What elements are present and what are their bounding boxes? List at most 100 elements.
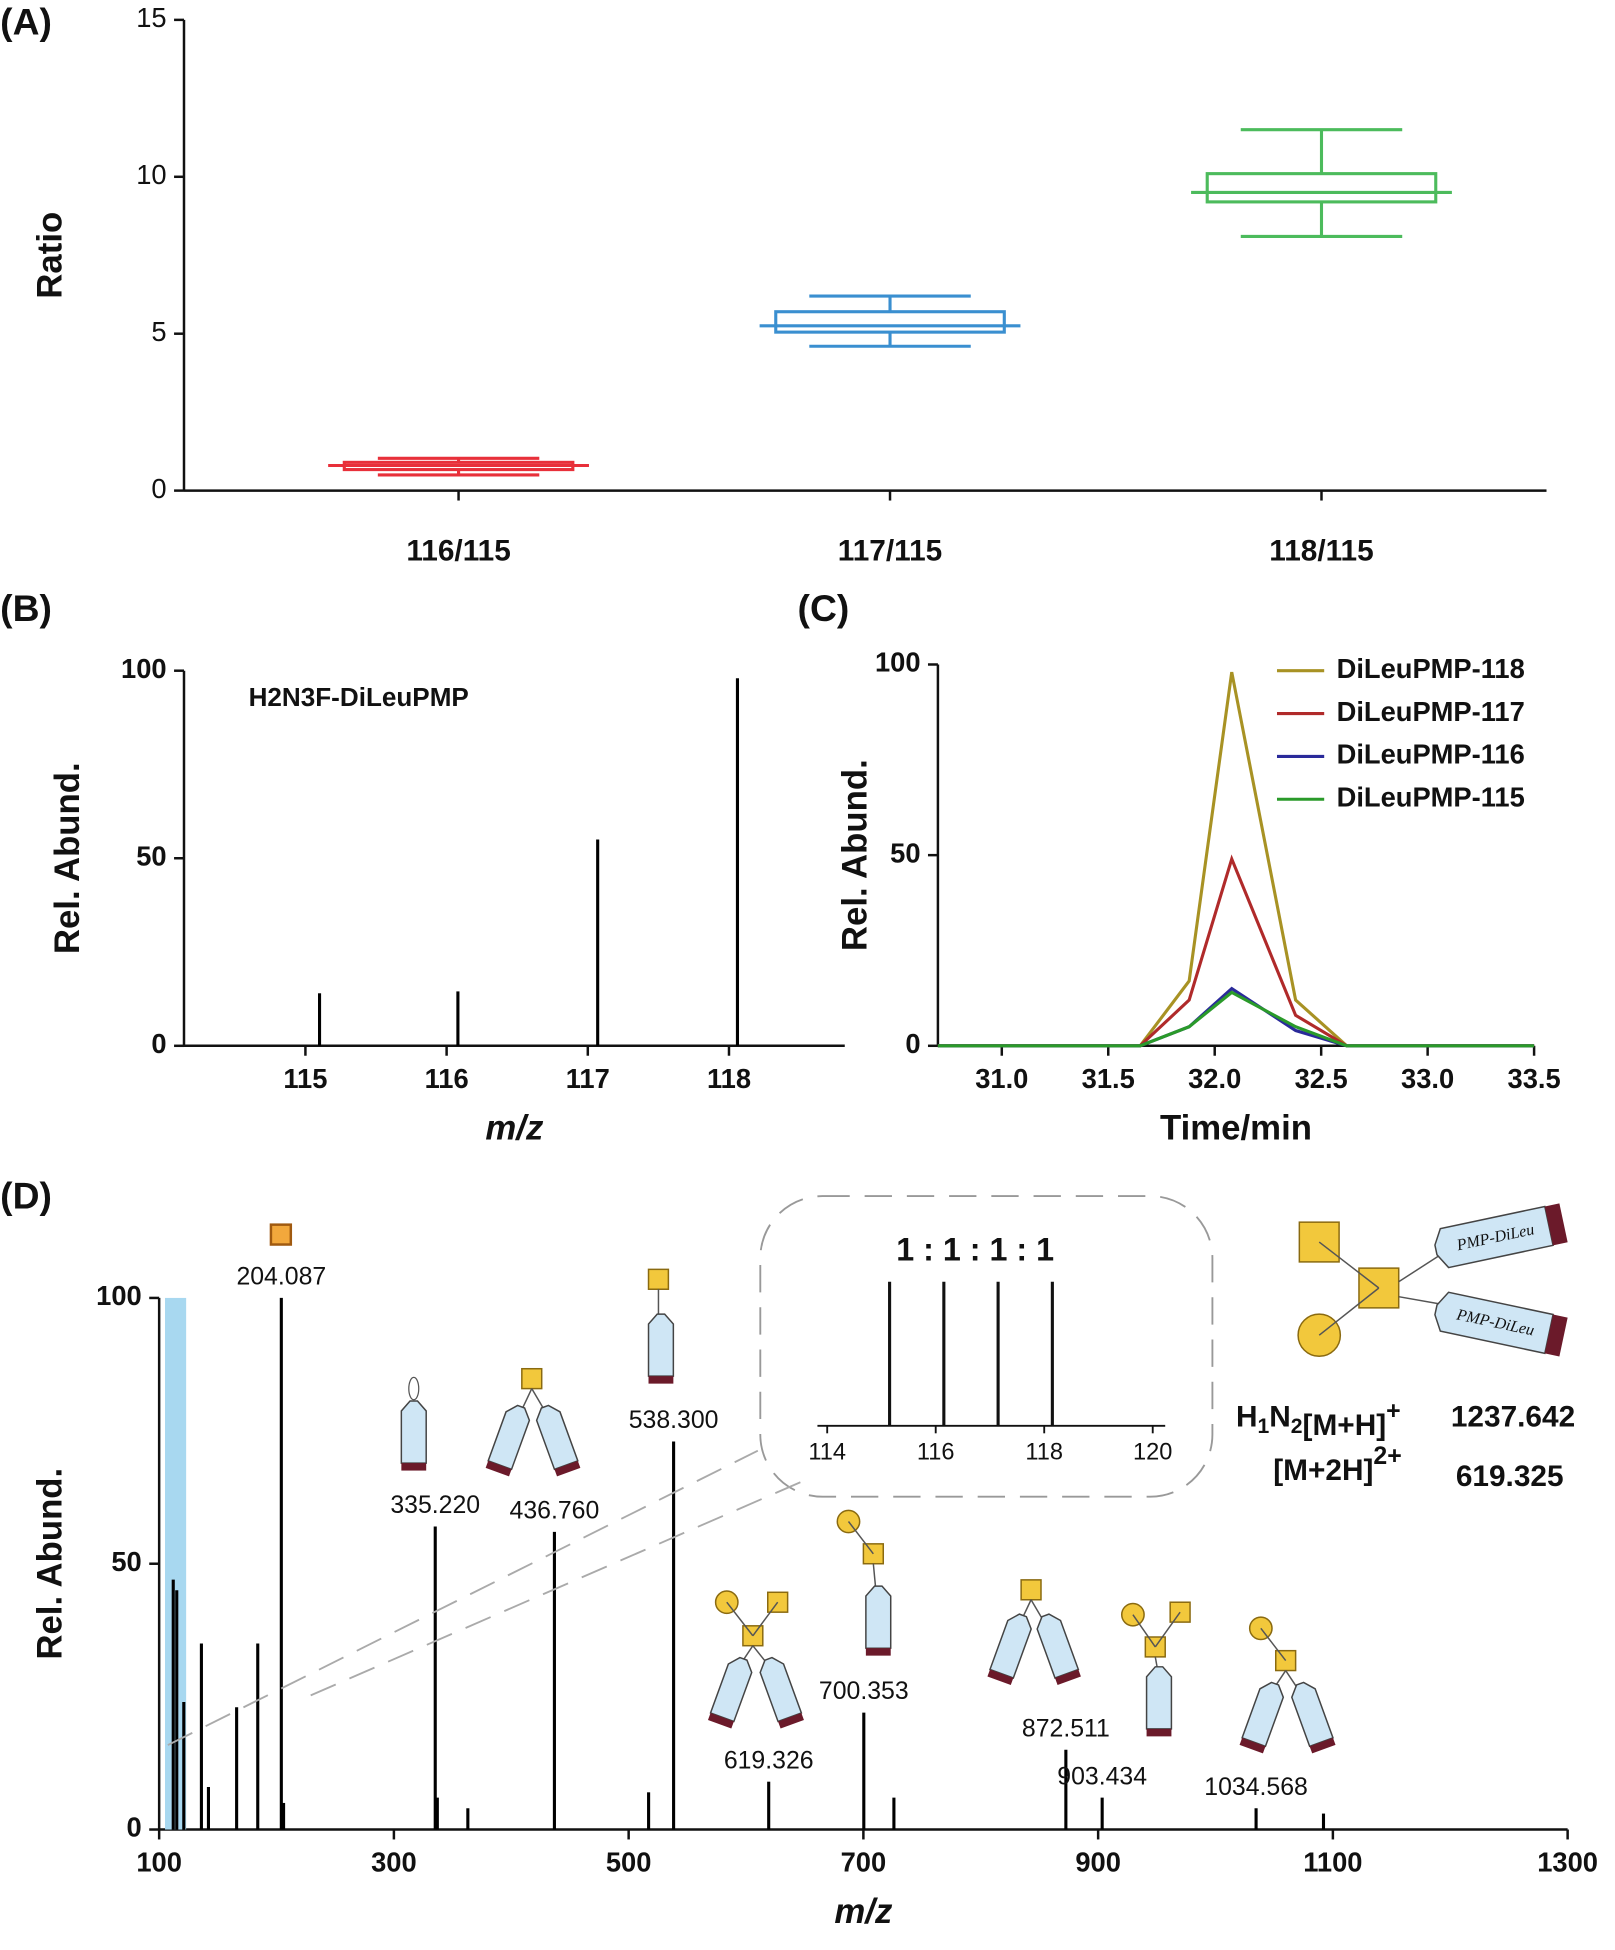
ion-formula: [M+2H]2+ <box>1273 1442 1401 1486</box>
inset-title: 1 : 1 : 1 : 1 <box>896 1232 1054 1268</box>
peak-label: 335.220 <box>390 1492 480 1519</box>
panel-label: (C) <box>798 587 850 629</box>
x-tick-label: 117/115 <box>838 535 942 568</box>
legend-label: DiLeuPMP-116 <box>1337 739 1525 770</box>
x-tick-label: 33.5 <box>1508 1063 1561 1094</box>
y-tick-label: 0 <box>151 1028 166 1059</box>
glycan-link <box>1398 1295 1442 1305</box>
tag-body <box>400 1400 427 1464</box>
x-tick-label: 100 <box>136 1847 182 1878</box>
y-tick-label: 50 <box>890 837 920 868</box>
zoom-line <box>310 1477 811 1697</box>
tag-end <box>401 1463 427 1471</box>
tag-icon <box>647 1313 675 1384</box>
tag-end <box>987 1669 1014 1686</box>
tag-icon <box>865 1585 892 1656</box>
x-tick-label: 117 <box>566 1063 610 1094</box>
tag-icon <box>485 1404 531 1477</box>
x-tick-label: 32.0 <box>1188 1063 1241 1094</box>
tag-end <box>1544 1203 1568 1246</box>
y-tick-label: 100 <box>121 653 167 684</box>
tag-icon <box>1239 1681 1285 1754</box>
x-tick-label: 116 <box>425 1063 469 1094</box>
tag-icon <box>707 1656 753 1729</box>
glycan-hexnac <box>647 1268 670 1290</box>
box <box>774 310 1006 334</box>
tag-body <box>1241 1681 1285 1748</box>
tag-icon: PMP-DiLeu <box>1434 1291 1568 1357</box>
tag-body <box>535 1404 579 1471</box>
y-tick-label: 50 <box>111 1546 141 1577</box>
glycan-link <box>1398 1253 1442 1283</box>
y-tick-label: 50 <box>136 840 166 871</box>
glycan-link <box>521 1388 533 1411</box>
peak-label: 538.300 <box>629 1407 719 1434</box>
formula-element: H <box>1236 1400 1258 1433</box>
formula-element: N <box>1269 1400 1291 1433</box>
y-tick-label: 0 <box>151 473 166 504</box>
formula-subscript: 2 <box>1291 1415 1303 1438</box>
tag-icon: PMP-DiLeu <box>1434 1203 1568 1269</box>
tag-body <box>1434 1291 1554 1355</box>
x-tick-label: 700 <box>841 1847 887 1878</box>
tag-body <box>989 1613 1032 1679</box>
tag-icon <box>987 1613 1032 1686</box>
x-tick-label: 116/115 <box>406 535 510 568</box>
tag-loop <box>408 1376 420 1401</box>
tag-icon <box>759 1656 804 1729</box>
peak-label: 1034.568 <box>1204 1774 1308 1801</box>
y-tick-label: 15 <box>136 2 166 33</box>
ion-mz: 619.325 <box>1456 1460 1564 1493</box>
zoom-line <box>167 1449 759 1746</box>
tag-end <box>1055 1669 1081 1686</box>
tag-end <box>1146 1728 1172 1737</box>
x-tick-label: 1100 <box>1303 1847 1362 1878</box>
peak-label: 619.326 <box>724 1747 814 1774</box>
inset-x-tick-label: 118 <box>1025 1438 1063 1464</box>
glycan-hexose <box>1297 1313 1342 1358</box>
x-tick-label: 300 <box>371 1847 417 1878</box>
tag-icon <box>1290 1681 1336 1754</box>
y-axis-label: Rel. Abund. <box>32 1468 70 1660</box>
glycan-hexnac <box>269 1223 293 1246</box>
tag-end <box>778 1712 804 1729</box>
peak-label: 903.434 <box>1057 1763 1147 1790</box>
glycan-link <box>726 1601 754 1637</box>
annotation: H2N3F-DiLeuPMP <box>249 682 469 712</box>
tag-icon <box>1036 1613 1081 1686</box>
peak-label: 204.087 <box>236 1264 326 1291</box>
tag-body <box>865 1585 892 1649</box>
inset-frame <box>759 1195 1214 1498</box>
glycan-link <box>847 1521 874 1555</box>
tag-end <box>1309 1737 1336 1754</box>
tag-body <box>1145 1666 1173 1730</box>
tag-body <box>759 1656 803 1723</box>
x-tick-label: 900 <box>1075 1847 1121 1878</box>
glycan-link <box>1318 1287 1380 1336</box>
tag-end <box>648 1376 674 1384</box>
tag-body <box>1290 1681 1334 1748</box>
x-tick-label: 32.5 <box>1295 1063 1348 1094</box>
panel-label: (A) <box>0 1 52 43</box>
x-tick-label: 500 <box>606 1847 652 1878</box>
x-axis-label: m/z <box>485 1109 544 1147</box>
inset-x-tick-label: 116 <box>917 1438 955 1464</box>
legend-label: DiLeuPMP-117 <box>1337 696 1525 727</box>
y-tick-label: 10 <box>136 159 166 190</box>
y-tick-label: 0 <box>905 1028 920 1059</box>
y-tick-label: 5 <box>151 316 166 347</box>
tag-end <box>707 1712 734 1729</box>
x-tick-label: 1300 <box>1537 1847 1598 1878</box>
peak-label: 436.760 <box>510 1498 600 1525</box>
x-axis-label: Time/min <box>1160 1109 1312 1147</box>
tag-body <box>1434 1205 1554 1269</box>
x-axis-label: m/z <box>834 1893 893 1931</box>
box <box>1205 172 1438 204</box>
tag-end <box>1239 1737 1266 1754</box>
ion-charge: + <box>1386 1398 1400 1425</box>
panel-label: (B) <box>0 587 52 629</box>
legend-label: DiLeuPMP-115 <box>1337 781 1525 812</box>
ion-mz: 1237.642 <box>1451 1400 1575 1433</box>
highlight-band <box>165 1297 187 1830</box>
